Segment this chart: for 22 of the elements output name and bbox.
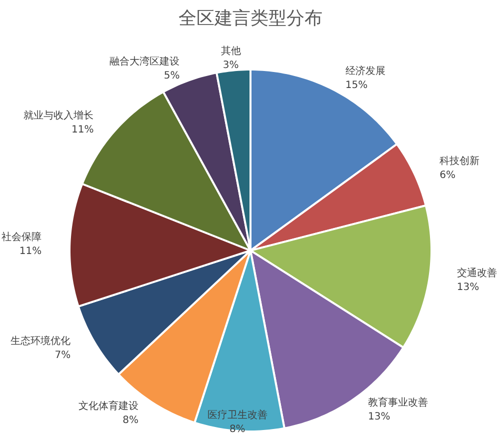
data-label: 8%: [122, 414, 139, 426]
chart-title: 全区建言类型分布: [178, 8, 322, 29]
slice-label: 融合大湾区建设: [110, 55, 180, 68]
data-label: 13%: [368, 412, 390, 423]
data-label: 15%: [345, 80, 368, 92]
slice-label: 经济发展: [345, 65, 386, 78]
slice-label: 交通改善: [456, 267, 497, 280]
slice-label: 生态环境优化: [10, 335, 71, 348]
data-label: 11%: [72, 124, 94, 136]
slice-label: 社会保障: [2, 230, 42, 243]
data-label: 6%: [440, 170, 456, 181]
slice-label: 科技创新: [440, 154, 480, 167]
data-label: 11%: [19, 246, 42, 257]
data-label: 3%: [222, 60, 239, 71]
slice-label: 教育事业改善: [368, 396, 428, 409]
slice-label: 文化体育建设: [78, 400, 139, 412]
slice-label: 其他: [220, 44, 241, 57]
data-label: 7%: [54, 350, 71, 362]
data-label: 5%: [164, 70, 180, 82]
slice-label: 医疗卫生改善: [207, 409, 268, 421]
slice-label: 就业与收入增长: [24, 109, 94, 122]
data-label: 13%: [456, 282, 480, 294]
